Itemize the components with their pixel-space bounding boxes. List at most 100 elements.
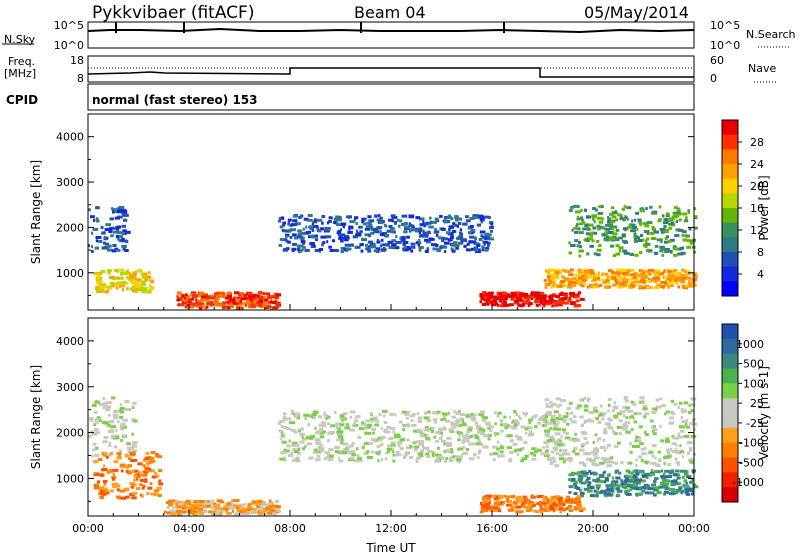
power-cell (467, 231, 472, 235)
power-cell (271, 301, 276, 304)
velocity-cell (383, 414, 386, 418)
velocity-cell (416, 412, 420, 416)
velocity-cell (558, 457, 565, 461)
velocity-cell (608, 487, 614, 491)
power-cell (611, 211, 618, 215)
velocity-cell (190, 506, 194, 510)
velocity-cell (607, 398, 612, 401)
velocity-cell (478, 427, 484, 431)
velocity-cell (147, 467, 152, 471)
velocity-cell (323, 413, 329, 417)
power-cell (434, 217, 439, 221)
velocity-cell (536, 502, 540, 506)
power-cell (639, 279, 645, 283)
power-cell (676, 276, 682, 280)
power-cell (525, 294, 528, 298)
power-cell (379, 244, 383, 248)
velocity-cell (579, 493, 584, 497)
velocity-cell (467, 426, 473, 429)
velocity-cell (547, 421, 553, 425)
velocity-cell (427, 410, 430, 414)
velocity-cell (594, 447, 599, 451)
velocity-cell (349, 444, 354, 448)
velocity-cell (602, 431, 608, 435)
velocity-xtick-label: 04:00 (173, 522, 205, 535)
power-cell (191, 297, 194, 301)
velocity-cell (685, 475, 692, 479)
power-cell (147, 275, 151, 279)
velocity-cell (692, 485, 699, 489)
velocity-cell (622, 427, 628, 431)
power-cell (573, 304, 579, 308)
velocity-cell (651, 454, 655, 458)
power-cell (575, 210, 581, 214)
velocity-cell (544, 454, 550, 458)
velocity-cell (404, 410, 411, 414)
power-cell (670, 223, 675, 227)
power-cell (627, 278, 631, 282)
velocity-cell (615, 469, 619, 473)
power-cell (314, 249, 321, 252)
velocity-cell (142, 464, 146, 468)
velocity-cell (103, 404, 108, 408)
velocity-cell (102, 402, 107, 406)
velocity-cell (438, 455, 443, 459)
power-cell (458, 241, 463, 245)
power-cell (686, 239, 692, 243)
power-cell (408, 214, 415, 218)
velocity-cell (649, 472, 656, 476)
power-cell (454, 223, 458, 227)
power-cell (121, 239, 127, 243)
velocity-cell (356, 454, 360, 458)
velocity-cell (586, 457, 592, 461)
velocity-colorbar-segment (722, 383, 738, 399)
velocity-cell (592, 409, 599, 413)
power-cell (581, 221, 586, 225)
power-cell (676, 208, 681, 212)
velocity-cell (497, 440, 500, 444)
velocity-cell (622, 484, 628, 488)
power-cell (577, 273, 582, 277)
velocity-cell (637, 439, 642, 443)
velocity-cell (323, 457, 327, 461)
velocity-cell (664, 475, 668, 479)
power-cell (685, 286, 689, 290)
velocity-cell (290, 410, 295, 413)
power-cell (547, 278, 551, 282)
power-cell (469, 217, 475, 220)
power-cell (287, 240, 291, 244)
power-cell (687, 282, 694, 286)
velocity-cell (594, 456, 598, 460)
velocity-cell (246, 507, 251, 511)
power-cell (484, 215, 490, 219)
power-cell (206, 302, 211, 306)
power-cell (578, 231, 584, 235)
velocity-cell (158, 469, 163, 473)
velocity-cell (641, 489, 645, 493)
power-cell (275, 305, 280, 308)
velocity-cell (410, 418, 414, 422)
velocity-cell (655, 398, 660, 402)
velocity-cell (92, 442, 97, 446)
velocity-cell (338, 437, 344, 441)
velocity-cell (427, 450, 432, 453)
velocity-cell (402, 456, 407, 459)
velocity-cell (549, 427, 553, 431)
power-cell (569, 271, 572, 275)
velocity-cell (445, 442, 448, 446)
power-cell (492, 297, 498, 301)
freq-tick-bottom: 8 (77, 72, 84, 85)
velocity-cell (648, 450, 654, 454)
velocity-cell (633, 420, 637, 424)
velocity-cell (281, 440, 287, 444)
velocity-cell (539, 510, 544, 514)
velocity-cell (550, 450, 555, 454)
power-cell (342, 225, 345, 229)
velocity-cell (635, 458, 638, 462)
power-cell (611, 276, 617, 280)
velocity-cell (642, 407, 648, 411)
velocity-cell (482, 419, 487, 423)
power-cell (441, 227, 446, 231)
power-cell (321, 221, 324, 225)
